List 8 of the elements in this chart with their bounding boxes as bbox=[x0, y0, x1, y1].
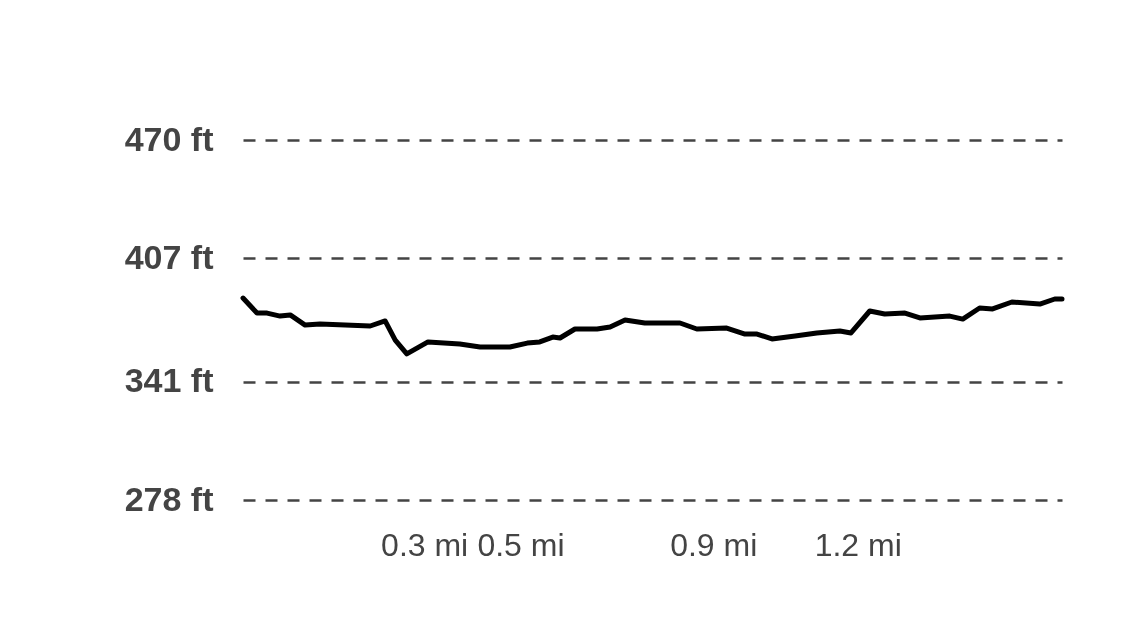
y-tick-label: 407 ft bbox=[124, 237, 214, 276]
y-tick-label: 470 ft bbox=[124, 119, 214, 158]
y-tick-label: 341 ft bbox=[124, 361, 214, 400]
x-tick-label: 1.2 mi bbox=[814, 526, 902, 563]
y-tick-label: 278 ft bbox=[124, 479, 214, 518]
x-tick-label: 0.3 mi bbox=[381, 526, 469, 563]
x-tick-label: 0.9 mi bbox=[670, 526, 758, 563]
x-tick-label: 0.5 mi bbox=[477, 526, 565, 563]
